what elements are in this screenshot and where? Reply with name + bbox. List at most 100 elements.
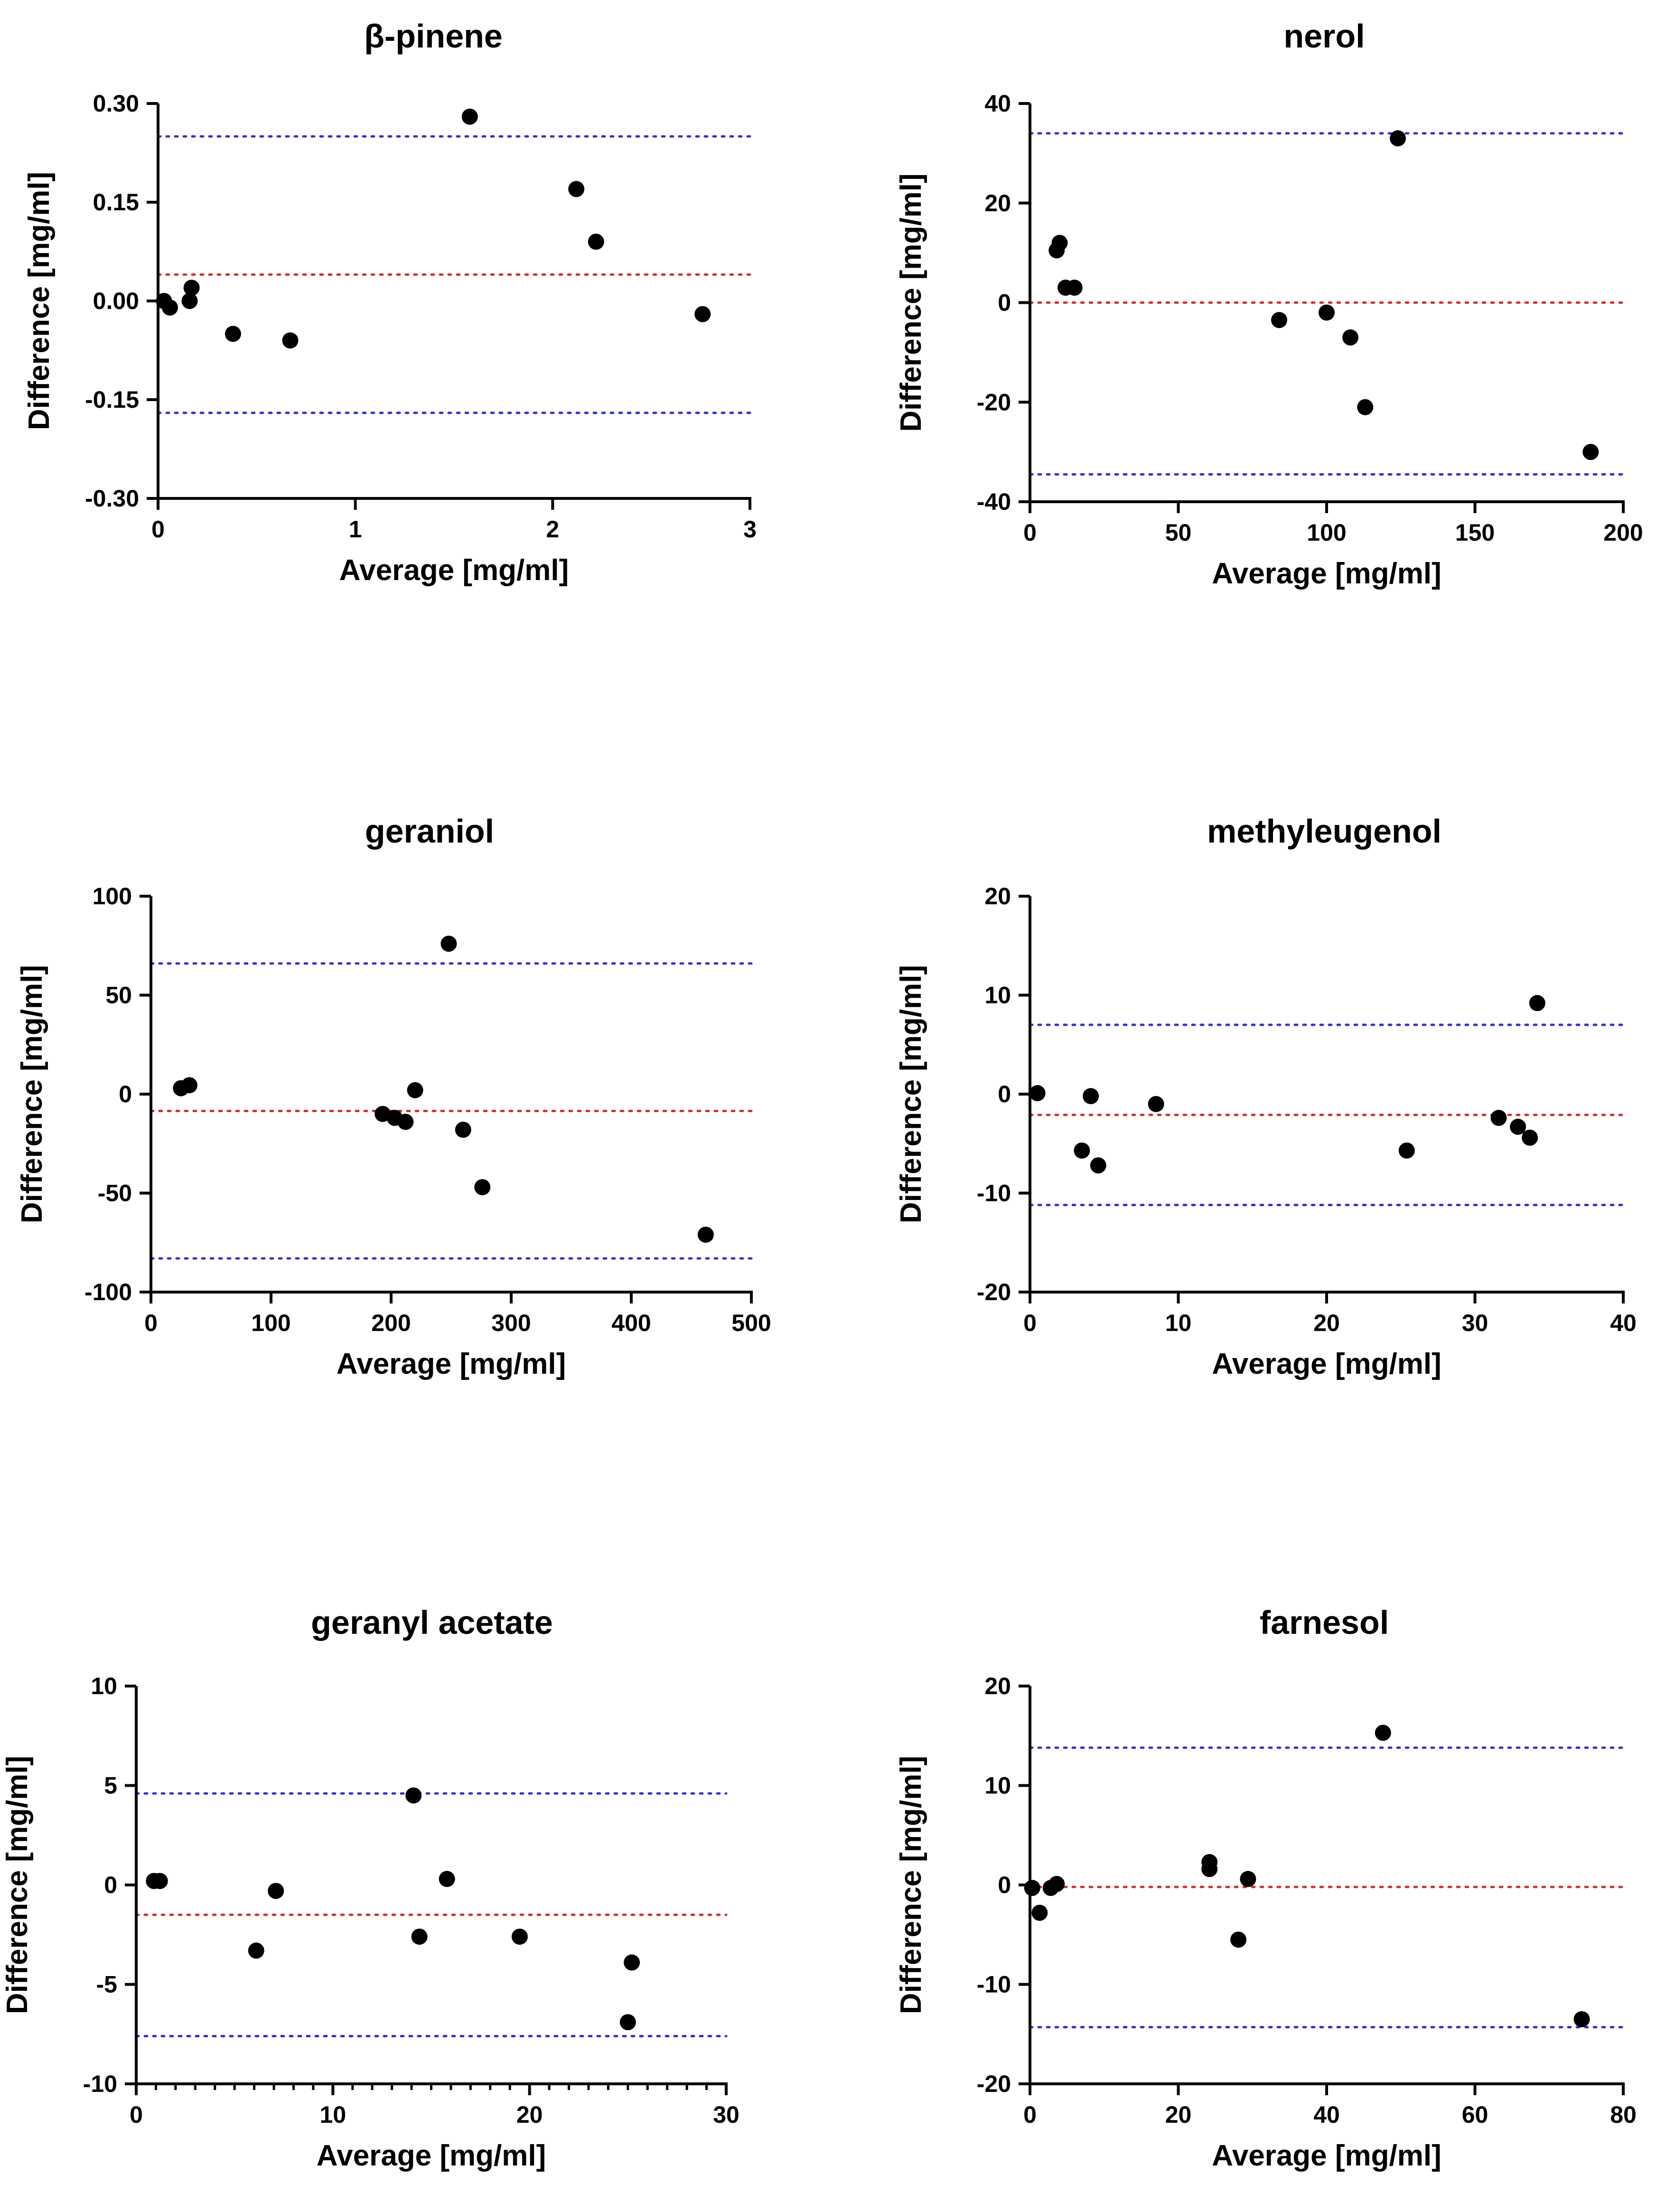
y-tick-label: -100 [84, 1279, 132, 1305]
data-point [183, 280, 200, 296]
data-point [1083, 1088, 1099, 1105]
data-point [181, 293, 198, 309]
data-point [1240, 1871, 1256, 1887]
chart-panel: farnesol 0 20 40 60 80 -20 -10 0 10 20 Average [mg/… [895, 1604, 1637, 2172]
data-point [1201, 1861, 1218, 1877]
chart-title: geraniol [365, 813, 494, 850]
x-tick-label: 50 [1165, 519, 1192, 546]
x-tick-label: 10 [1165, 1310, 1192, 1336]
y-tick-label: 0 [998, 1872, 1011, 1898]
data-point [1582, 444, 1599, 460]
data-point [1573, 2011, 1590, 2027]
data-point [1024, 1880, 1040, 1896]
x-tick-label: 200 [1603, 519, 1643, 546]
y-tick-label: -20 [977, 2071, 1011, 2097]
y-axis-label: Difference [mg/ml] [895, 965, 927, 1223]
x-tick-label: 0 [151, 516, 165, 543]
data-point [405, 1787, 422, 1804]
data-point [151, 1873, 168, 1889]
x-tick-label: 100 [1307, 519, 1346, 546]
data-point [1390, 130, 1406, 147]
y-tick-label: 40 [984, 90, 1011, 117]
y-tick-label: 50 [105, 982, 132, 1009]
data-point [248, 1942, 264, 1959]
chart-panel: nerol 0 50 100 150 200 -40 -20 0 20 40 Average [mg/… [895, 18, 1643, 590]
x-tick-label: 100 [251, 1310, 290, 1336]
x-tick-label: 30 [713, 2101, 739, 2128]
data-point [268, 1883, 284, 1899]
data-point [461, 108, 478, 125]
x-tick-label: 300 [491, 1310, 531, 1336]
data-point [511, 1928, 528, 1945]
chart-title: geranyl acetate [311, 1604, 553, 1641]
y-tick-label: -0.15 [85, 386, 139, 413]
data-point [1529, 995, 1545, 1012]
x-axis-label: Average [mg/ml] [337, 1348, 566, 1380]
data-point [1031, 1904, 1048, 1921]
x-tick-label: 80 [1610, 2101, 1637, 2128]
x-tick-label: 20 [516, 2101, 543, 2128]
data-point [1048, 1875, 1065, 1892]
data-point [1398, 1142, 1415, 1159]
x-tick-label: 10 [320, 2101, 346, 2128]
y-tick-label: -0.30 [85, 485, 139, 512]
data-point [439, 1871, 455, 1887]
data-point [455, 1122, 471, 1138]
data-point [1342, 329, 1358, 346]
y-tick-label: 10 [91, 1673, 117, 1699]
x-tick-label: 20 [1165, 2101, 1192, 2128]
data-point [282, 332, 299, 349]
y-tick-label: 10 [984, 1772, 1011, 1799]
x-tick-label: 0 [1023, 2101, 1037, 2128]
y-axis-label: Difference [mg/ml] [23, 172, 56, 430]
data-point [1051, 234, 1068, 251]
data-point [1522, 1129, 1538, 1146]
x-tick-label: 0 [1023, 1310, 1037, 1336]
data-point [411, 1928, 428, 1945]
x-tick-label: 40 [1313, 2101, 1340, 2128]
chart-panel: geranyl acetate 0 10 20 30 -10 -5 0 5 10 Average [… [1, 1604, 739, 2172]
data-point [474, 1179, 491, 1195]
data-point [624, 1954, 640, 1971]
data-point [588, 234, 604, 250]
y-tick-label: 0.30 [93, 90, 139, 117]
y-tick-label: -40 [977, 488, 1011, 515]
chart-panel: geraniol 0 100 200 300 400 500 -100 -50 0 50 100 Ave… [16, 813, 771, 1380]
y-axis-label: Difference [mg/ml] [895, 1756, 927, 2014]
y-tick-label: 0 [119, 1081, 132, 1107]
x-tick-label: 60 [1462, 2101, 1488, 2128]
y-tick-label: 0.00 [93, 288, 139, 314]
data-point [1319, 304, 1335, 321]
data-point [1510, 1118, 1526, 1135]
y-tick-label: -20 [977, 389, 1011, 415]
x-tick-label: 3 [743, 516, 757, 543]
y-axis-label: Difference [mg/ml] [895, 173, 927, 431]
data-point [181, 1077, 197, 1094]
y-tick-label: 20 [984, 190, 1011, 216]
y-tick-label: -10 [977, 1180, 1011, 1207]
chart-panel: methyleugenol 0 10 20 30 40 -20 -10 0 10 20 Average… [895, 813, 1637, 1380]
y-tick-label: 0.15 [93, 189, 139, 216]
chart-panel: β-pinene 0 1 2 3 -0.30 -0.15 0.00 0.15 0.30 Averag… [23, 18, 757, 587]
x-tick-label: 200 [371, 1310, 411, 1336]
x-axis-label: Average [mg/ml] [339, 554, 569, 587]
chart-title: β-pinene [364, 18, 503, 55]
y-axis-label: Difference [mg/ml] [1, 1756, 34, 2014]
x-tick-label: 400 [611, 1310, 651, 1336]
y-tick-label: -5 [96, 1971, 117, 1998]
data-point [161, 299, 178, 316]
data-point [1029, 1085, 1046, 1101]
data-point [1490, 1110, 1507, 1126]
x-axis-label: Average [mg/ml] [1212, 557, 1441, 590]
data-point [694, 306, 711, 322]
data-point [1271, 312, 1287, 328]
y-tick-label: 20 [984, 883, 1011, 909]
y-tick-label: 20 [984, 1673, 1011, 1699]
x-axis-label: Average [mg/ml] [1212, 1348, 1441, 1380]
y-tick-label: -10 [977, 1971, 1011, 1998]
y-tick-label: -50 [98, 1180, 132, 1207]
data-point [1066, 280, 1083, 296]
y-tick-label: 10 [984, 982, 1011, 1009]
y-axis-label: Difference [mg/ml] [16, 965, 48, 1223]
